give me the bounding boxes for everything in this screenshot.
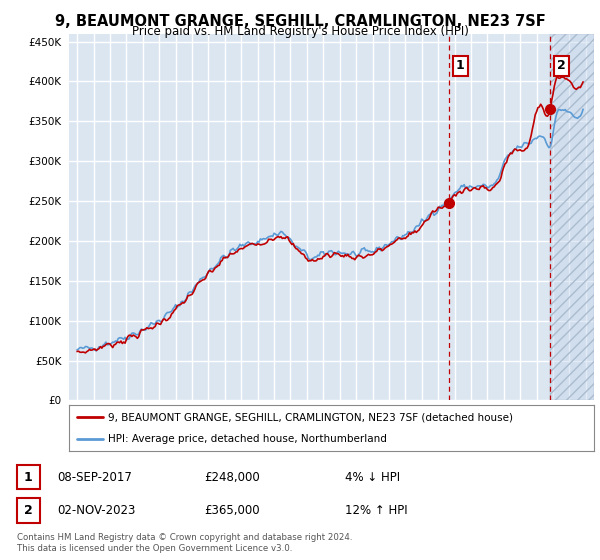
Bar: [550, 34, 594, 400]
Text: 08-SEP-2017: 08-SEP-2017: [57, 470, 132, 484]
Text: 4% ↓ HPI: 4% ↓ HPI: [345, 470, 400, 484]
Text: Price paid vs. HM Land Registry's House Price Index (HPI): Price paid vs. HM Land Registry's House …: [131, 25, 469, 38]
Bar: [550, 34, 594, 400]
Text: £365,000: £365,000: [204, 504, 260, 517]
Text: 02-NOV-2023: 02-NOV-2023: [57, 504, 136, 517]
Text: Contains HM Land Registry data © Crown copyright and database right 2024.
This d: Contains HM Land Registry data © Crown c…: [17, 533, 352, 553]
Text: HPI: Average price, detached house, Northumberland: HPI: Average price, detached house, Nort…: [109, 435, 387, 444]
Text: 12% ↑ HPI: 12% ↑ HPI: [345, 504, 407, 517]
Text: £248,000: £248,000: [204, 470, 260, 484]
Text: 2: 2: [557, 59, 566, 72]
Text: 9, BEAUMONT GRANGE, SEGHILL, CRAMLINGTON, NE23 7SF (detached house): 9, BEAUMONT GRANGE, SEGHILL, CRAMLINGTON…: [109, 412, 514, 422]
Text: 1: 1: [456, 59, 465, 72]
Text: 9, BEAUMONT GRANGE, SEGHILL, CRAMLINGTON, NE23 7SF: 9, BEAUMONT GRANGE, SEGHILL, CRAMLINGTON…: [55, 14, 545, 29]
Text: 1: 1: [24, 470, 32, 484]
Text: 2: 2: [24, 504, 32, 517]
